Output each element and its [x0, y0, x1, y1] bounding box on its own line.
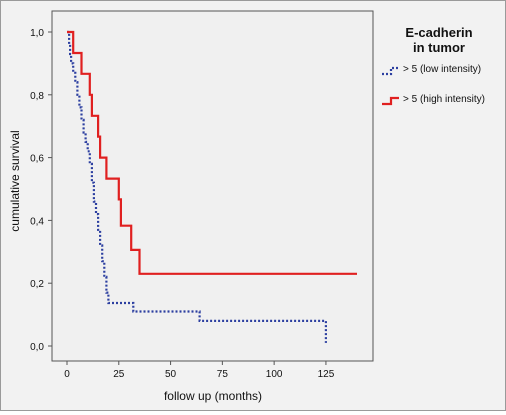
x-tick-label: 75	[217, 369, 229, 380]
y-axis-label: cumulative survival	[8, 130, 22, 231]
legend-title-line2: in tumor	[413, 40, 465, 55]
y-tick-label: 0,6	[30, 154, 44, 165]
y-tick-label: 0,2	[30, 279, 44, 290]
x-axis-label: follow up (months)	[164, 389, 262, 403]
x-tick-label: 0	[64, 369, 70, 380]
legend-swatch-high	[382, 96, 399, 106]
legend-entry-low: > 5 (low intensity)	[403, 64, 481, 75]
y-tick-label: 1,0	[30, 28, 44, 39]
y-tick-label: 0,0	[30, 342, 44, 353]
y-tick-label: 0,8	[30, 91, 44, 102]
legend-title-line1: E-cadherin	[405, 25, 472, 40]
legend-entry-high: > 5 (high intensity)	[403, 94, 485, 105]
x-tick-label: 100	[266, 369, 283, 380]
axes: 0 25 50 75 100 125 0,0 0,2 0,4 0,6 0,8 1,0	[30, 28, 335, 380]
series-high-intensity-line	[67, 30, 357, 275]
y-tick-label: 0,4	[30, 216, 44, 227]
legend-swatch-low	[382, 66, 399, 76]
x-tick-label: 125	[318, 369, 335, 380]
series-layer	[67, 30, 357, 343]
plot-area	[51, 10, 374, 362]
x-tick-label: 25	[113, 369, 125, 380]
series-low-intensity-line	[67, 30, 327, 343]
x-tick-label: 50	[165, 369, 177, 380]
legend: E-cadherin in tumor > 5 (low intensity) …	[382, 25, 485, 106]
